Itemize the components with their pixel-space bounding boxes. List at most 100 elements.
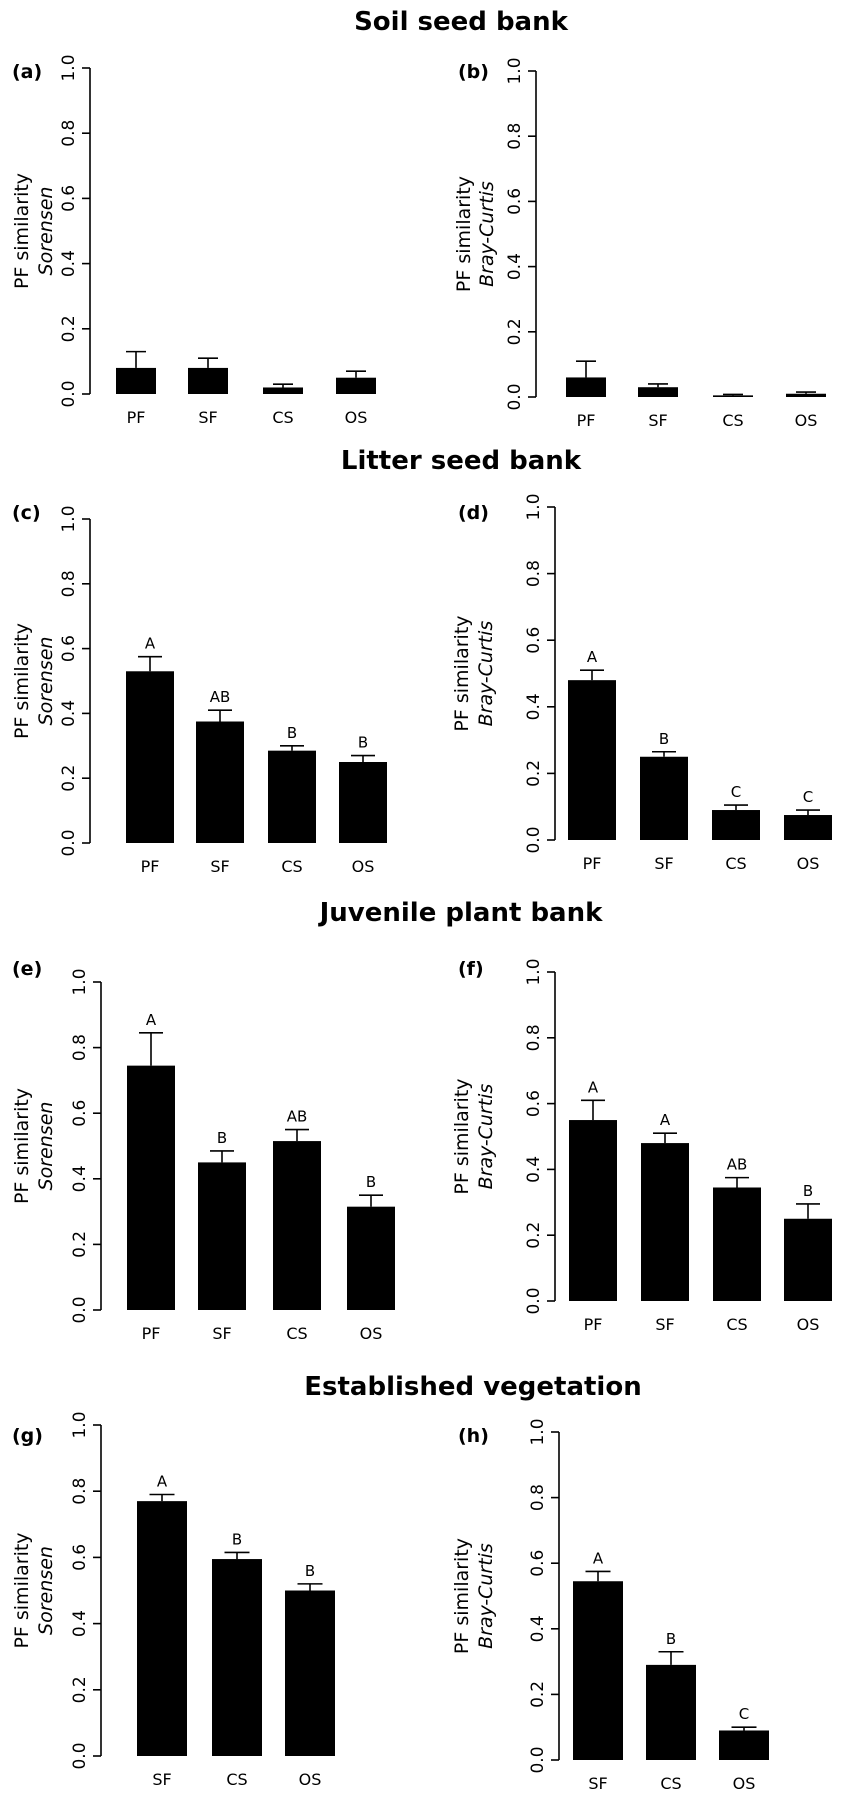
significance-letter: B bbox=[803, 1182, 813, 1200]
y-tick-label: 0.4 bbox=[524, 1156, 544, 1183]
y-tick-label: 0.0 bbox=[59, 829, 79, 856]
y-axis-index-label: Sorensen bbox=[35, 1546, 57, 1635]
y-tick-label: 0.8 bbox=[70, 1034, 90, 1061]
significance-letter: B bbox=[232, 1530, 242, 1548]
y-tick-label: 0.0 bbox=[70, 1742, 90, 1769]
y-tick-label: 0.0 bbox=[70, 1296, 90, 1323]
significance-letter: A bbox=[157, 1473, 168, 1491]
bar-CS bbox=[263, 387, 303, 394]
y-tick-label: 0.8 bbox=[524, 560, 544, 587]
y-axis-index-label: Bray-Curtis bbox=[475, 1084, 497, 1190]
category-label: CS bbox=[226, 1770, 247, 1789]
y-tick-label: 0.2 bbox=[524, 760, 544, 787]
y-tick-label: 0.8 bbox=[59, 570, 79, 597]
bar-CS bbox=[713, 395, 753, 397]
category-label: CS bbox=[725, 854, 746, 873]
category-label: CS bbox=[722, 411, 743, 430]
significance-letter: A bbox=[145, 635, 156, 653]
category-label: OS bbox=[299, 1770, 322, 1789]
y-axis-label: PF similarity bbox=[11, 623, 33, 739]
y-axis-index-label: Sorensen bbox=[35, 1102, 57, 1191]
y-tick-label: 0.6 bbox=[59, 185, 79, 212]
row-title-soil: Soil seed bank bbox=[354, 7, 569, 37]
significance-letter: B bbox=[358, 734, 368, 752]
y-axis-label: PF similarity bbox=[11, 1088, 33, 1204]
panel-d: (d) 0.0 0.2 0.4 0.6 0.8 1.0 PF similarity Bray-C… bbox=[451, 493, 832, 873]
y-axis-label: PF similarity bbox=[451, 1538, 473, 1654]
significance-letter: A bbox=[660, 1111, 671, 1129]
bar-OS bbox=[784, 1218, 832, 1301]
y-tick-label: 0.4 bbox=[59, 700, 79, 727]
y-axis-index-label: Bray-Curtis bbox=[476, 181, 498, 287]
bar-SF bbox=[638, 387, 678, 397]
y-tick-label: 0.6 bbox=[59, 635, 79, 662]
category-label: SF bbox=[210, 857, 229, 876]
bar-OS bbox=[347, 1206, 395, 1310]
significance-letter: B bbox=[366, 1173, 376, 1191]
panel-letter: (d) bbox=[458, 502, 489, 524]
significance-letter: A bbox=[593, 1549, 604, 1567]
category-label: SF bbox=[655, 1315, 674, 1334]
y-axis-label: PF similarity bbox=[11, 173, 33, 289]
bar-PF bbox=[116, 367, 156, 394]
category-label: SF bbox=[212, 1324, 231, 1343]
y-tick-label: 0.8 bbox=[524, 1024, 544, 1051]
y-tick-label: 0.2 bbox=[70, 1676, 90, 1703]
bar-PF bbox=[566, 377, 606, 397]
significance-letter: C bbox=[803, 788, 813, 806]
panel-g: (g) 0.0 0.2 0.4 0.6 0.8 1.0 PF similarity Sorens… bbox=[11, 1411, 335, 1789]
category-label: PF bbox=[142, 1324, 161, 1343]
bar-PF bbox=[569, 1120, 617, 1301]
bar-SF bbox=[196, 721, 244, 843]
y-axis-label: PF similarity bbox=[11, 1532, 33, 1648]
category-label: PF bbox=[141, 857, 160, 876]
y-tick-label: 0.6 bbox=[524, 1090, 544, 1117]
category-label: PF bbox=[577, 411, 596, 430]
category-label: CS bbox=[660, 1774, 681, 1793]
panel-letter: (f) bbox=[458, 958, 484, 980]
y-tick-label: 1.0 bbox=[528, 1418, 548, 1445]
y-tick-label: 0.8 bbox=[70, 1478, 90, 1505]
bar-OS bbox=[285, 1590, 335, 1756]
y-axis-index-label: Bray-Curtis bbox=[475, 621, 497, 727]
y-axis-label: PF similarity bbox=[451, 1078, 473, 1194]
panel-letter: (g) bbox=[12, 1425, 43, 1447]
bar-SF bbox=[641, 1143, 689, 1301]
y-tick-label: 0.4 bbox=[524, 693, 544, 720]
y-tick-label: 0.8 bbox=[505, 123, 525, 150]
row-title-juvenile: Juvenile plant bank bbox=[318, 898, 604, 928]
bar-SF bbox=[573, 1581, 623, 1760]
y-tick-label: 1.0 bbox=[70, 1411, 90, 1438]
panel-e: (e) 0.0 0.2 0.4 0.6 0.8 1.0 PF similarity Sorens… bbox=[11, 958, 395, 1343]
y-tick-label: 0.4 bbox=[70, 1165, 90, 1192]
y-tick-label: 0.2 bbox=[70, 1231, 90, 1258]
bar-OS bbox=[786, 393, 826, 397]
significance-letter: AB bbox=[727, 1156, 748, 1174]
category-label: CS bbox=[281, 857, 302, 876]
y-tick-label: 0.2 bbox=[505, 318, 525, 345]
bar-OS bbox=[339, 762, 387, 843]
y-tick-label: 1.0 bbox=[59, 54, 79, 81]
y-tick-label: 0.0 bbox=[524, 1287, 544, 1314]
significance-letter: A bbox=[587, 648, 598, 666]
bar-CS bbox=[713, 1187, 761, 1301]
y-tick-label: 0.0 bbox=[524, 826, 544, 853]
significance-letter: C bbox=[739, 1705, 749, 1723]
significance-letter: B bbox=[659, 730, 669, 748]
panel-letter: (c) bbox=[12, 502, 41, 524]
panel-letter: (b) bbox=[458, 61, 489, 83]
y-tick-label: 0.4 bbox=[59, 250, 79, 277]
significance-letter: AB bbox=[210, 688, 231, 706]
bar-OS bbox=[719, 1730, 769, 1760]
category-label: OS bbox=[797, 854, 820, 873]
category-label: SF bbox=[648, 411, 667, 430]
category-label: SF bbox=[152, 1770, 171, 1789]
panel-c: (c) 0.0 0.2 0.4 0.6 0.8 1.0 PF similarity Sorens… bbox=[11, 502, 387, 876]
y-axis-index-label: Sorensen bbox=[35, 637, 57, 726]
y-tick-label: 1.0 bbox=[524, 958, 544, 985]
y-tick-label: 0.0 bbox=[528, 1746, 548, 1773]
bar-CS bbox=[273, 1141, 321, 1310]
category-label: OS bbox=[795, 411, 818, 430]
y-tick-label: 1.0 bbox=[524, 493, 544, 520]
